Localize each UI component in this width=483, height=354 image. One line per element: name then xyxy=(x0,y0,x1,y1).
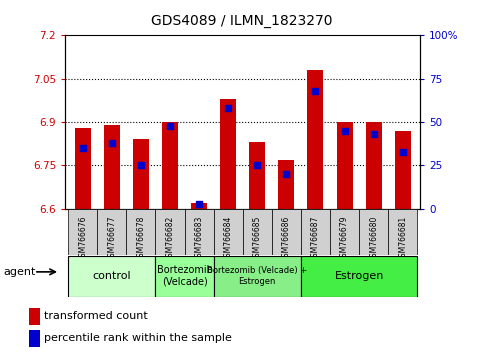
Text: GDS4089 / ILMN_1823270: GDS4089 / ILMN_1823270 xyxy=(151,14,332,28)
Bar xyxy=(213,209,243,255)
Bar xyxy=(68,256,156,297)
Text: GSM766677: GSM766677 xyxy=(107,216,116,262)
Text: GSM766676: GSM766676 xyxy=(78,216,87,262)
Point xyxy=(283,171,290,177)
Bar xyxy=(104,125,120,209)
Bar xyxy=(330,209,359,255)
Bar xyxy=(97,209,127,255)
Bar xyxy=(133,139,149,209)
Bar xyxy=(29,308,40,325)
Text: GSM766685: GSM766685 xyxy=(253,216,262,262)
Point xyxy=(254,162,261,168)
Text: GSM766681: GSM766681 xyxy=(398,216,407,262)
Text: GSM766684: GSM766684 xyxy=(224,216,233,262)
Point xyxy=(108,140,115,146)
Point xyxy=(341,128,348,133)
Bar xyxy=(162,122,178,209)
Bar xyxy=(301,256,417,297)
Text: Bortezomib (Velcade) +
Estrogen: Bortezomib (Velcade) + Estrogen xyxy=(207,267,307,286)
Bar xyxy=(213,256,301,297)
Point xyxy=(399,149,407,154)
Bar xyxy=(278,160,294,209)
Bar xyxy=(272,209,301,255)
Bar xyxy=(29,330,40,347)
Text: GSM766686: GSM766686 xyxy=(282,216,291,262)
Bar xyxy=(156,209,185,255)
Text: GSM766682: GSM766682 xyxy=(166,216,174,262)
Bar xyxy=(156,256,213,297)
Point xyxy=(79,145,86,151)
Point xyxy=(137,162,145,168)
Text: Bortezomib
(Velcade): Bortezomib (Velcade) xyxy=(156,265,213,287)
Point xyxy=(312,88,319,94)
Point xyxy=(195,201,203,206)
Bar xyxy=(75,128,91,209)
Bar xyxy=(308,70,324,209)
Bar xyxy=(249,142,265,209)
Bar xyxy=(127,209,156,255)
Bar xyxy=(301,209,330,255)
Bar xyxy=(395,131,411,209)
Text: GSM766680: GSM766680 xyxy=(369,216,378,262)
Text: GSM766687: GSM766687 xyxy=(311,216,320,262)
Bar xyxy=(68,209,97,255)
Point xyxy=(370,131,378,137)
Bar xyxy=(191,203,207,209)
Text: GSM766679: GSM766679 xyxy=(340,216,349,262)
Bar xyxy=(185,209,213,255)
Point xyxy=(166,123,174,129)
Text: control: control xyxy=(92,271,131,281)
Bar xyxy=(337,122,353,209)
Text: transformed count: transformed count xyxy=(44,312,148,321)
Text: GSM766683: GSM766683 xyxy=(195,216,203,262)
Text: Estrogen: Estrogen xyxy=(334,271,384,281)
Bar xyxy=(366,122,382,209)
Bar xyxy=(243,209,272,255)
Bar xyxy=(220,99,236,209)
Bar xyxy=(388,209,417,255)
Bar xyxy=(359,209,388,255)
Text: percentile rank within the sample: percentile rank within the sample xyxy=(44,333,232,343)
Text: GSM766678: GSM766678 xyxy=(136,216,145,262)
Text: agent: agent xyxy=(3,267,36,277)
Point xyxy=(224,105,232,111)
